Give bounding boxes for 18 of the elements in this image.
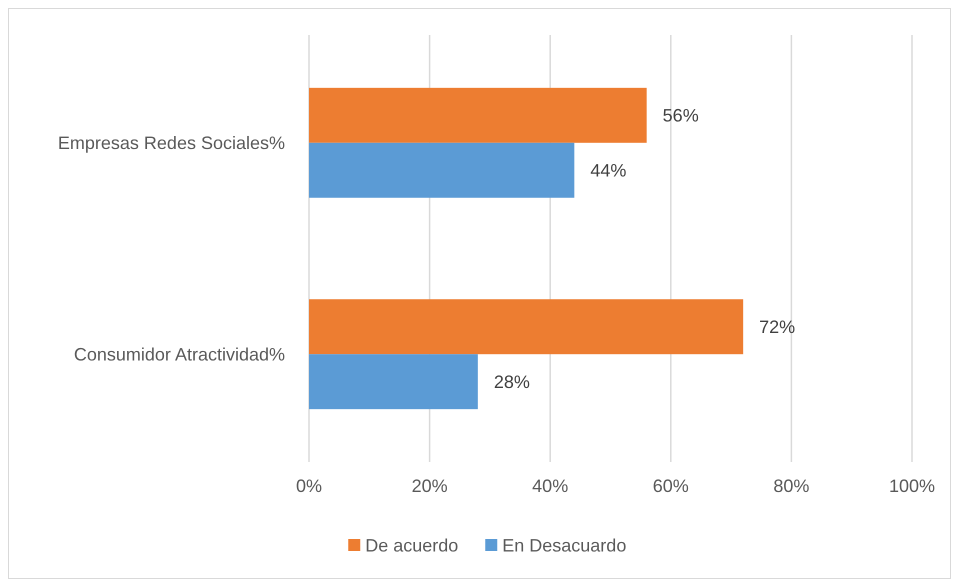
data-label: 28% [494,372,530,392]
data-label: 72% [759,317,796,338]
data-label: 44% [590,160,626,181]
bar [309,88,647,143]
x-tick-label: 80% [773,476,810,496]
x-tick-label: 40% [532,476,568,496]
legend-label: En Desacuardo [502,535,626,556]
data-label: 56% [662,106,699,126]
x-tick-label: 100% [888,476,936,496]
bar [309,299,744,354]
bar [309,354,478,410]
x-tick-label: 20% [412,476,448,496]
y-tick-label: Empresas Redes Sociales% [58,133,285,154]
x-tick-label: 60% [652,476,689,496]
legend-label: De acuerdo [365,535,458,556]
x-tick-label: 0% [296,476,322,496]
y-tick-label: Consumidor Atractividad% [74,344,285,364]
bar [309,142,574,198]
